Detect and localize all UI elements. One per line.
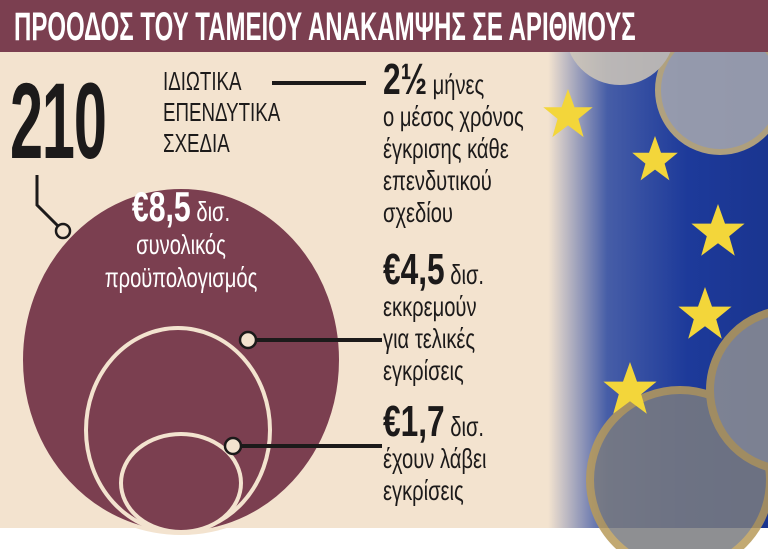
- total-unit: δισ.: [196, 196, 231, 227]
- time-line: επενδυτικού: [383, 165, 492, 196]
- pending-value: €4,5: [383, 245, 445, 294]
- plans-label-line: ΕΠΕΝΔΥΤΙΚΑ: [163, 97, 281, 127]
- star-icon: [678, 287, 732, 339]
- pending-line: εκκρεμούν: [383, 291, 477, 322]
- total-line: συνολικός: [136, 229, 226, 260]
- stars: [543, 89, 745, 414]
- approved-amount: €1,7 δισ. έχουν λάβει εγκρίσεις: [383, 400, 487, 507]
- plans-label: ΙΔΙΩΤΙΚΑ ΕΠΕΝΔΥΤΙΚΑ ΣΧΕΔΙΑ: [163, 66, 280, 159]
- plans-count: 210: [10, 60, 107, 181]
- time-unit: μήνες: [432, 69, 485, 100]
- time-line: έγκρισης κάθε: [383, 133, 509, 164]
- approved-line: έχουν λάβει: [383, 443, 487, 474]
- connector-line: [35, 175, 62, 230]
- star-icon: [543, 89, 593, 138]
- approved-value: €1,7: [383, 397, 445, 446]
- approval-time: 2½ μήνες ο μέσος χρόνος έγκρισης κάθε επ…: [383, 58, 524, 229]
- star-icon: [691, 204, 745, 256]
- total-line: προϋπολογισμός: [104, 262, 258, 293]
- time-line: ο μέσος χρόνος: [383, 101, 524, 132]
- approved-line: εγκρίσεις: [383, 475, 464, 506]
- connector-dot: [238, 330, 258, 350]
- star-icon: [632, 136, 678, 181]
- pending-line: εγκρίσεις: [383, 355, 464, 386]
- approved-unit: δισ.: [450, 411, 485, 442]
- pending-unit: δισ.: [450, 259, 485, 290]
- header-bar: [0, 0, 768, 52]
- plans-label-line: ΣΧΕΔΙΑ: [163, 128, 230, 158]
- connector-dot: [223, 436, 243, 456]
- approved-circle: [119, 432, 243, 534]
- connector-dot: [54, 222, 72, 240]
- coins: [565, 0, 768, 549]
- pending-approvals: €4,5 δισ. εκκρεμούν για τελικές εγκρίσει…: [383, 248, 485, 387]
- total-budget: €8,5 δισ. συνολικός προϋπολογισμός: [104, 186, 258, 294]
- time-line: σχεδίου: [383, 197, 453, 228]
- pending-line: για τελικές: [383, 323, 476, 354]
- plans-label-line: ΙΔΙΩΤΙΚΑ: [163, 66, 242, 96]
- infographic-title: ΠΡΟΟΔΟΣ ΤΟΥ ΤΑΜΕΙΟΥ ΑΝΑΚΑΜΨΗΣ ΣΕ ΑΡΙΘΜΟΥ…: [14, 5, 636, 49]
- star-icon: [603, 362, 657, 414]
- total-value: €8,5: [131, 183, 191, 230]
- time-value: 2½: [383, 55, 428, 104]
- coin: [706, 308, 768, 472]
